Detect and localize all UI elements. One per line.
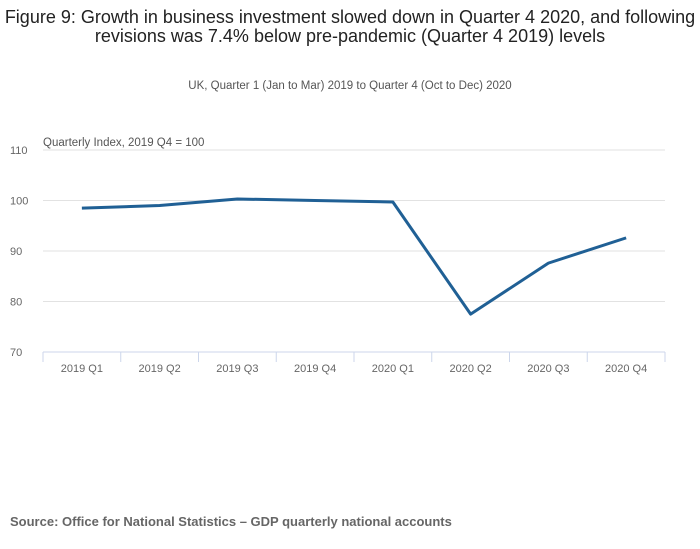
x-tick-label: 2019 Q3	[216, 363, 258, 375]
chart-subtitle: UK, Quarter 1 (Jan to Mar) 2019 to Quart…	[188, 80, 512, 92]
y-tick-label: 90	[10, 246, 22, 258]
chart-source: Source: Office for National Statistics –…	[10, 514, 452, 529]
x-tick-label: 2020 Q4	[605, 363, 647, 375]
series-line	[81, 197, 627, 316]
x-tick-label: 2020 Q2	[450, 363, 492, 375]
y-tick-label: 100	[10, 196, 28, 208]
y-axis-label: Quarterly Index, 2019 Q4 = 100	[43, 137, 204, 149]
y-tick-label: 80	[10, 297, 22, 309]
chart-title: Figure 9: Growth in business investment …	[4, 7, 696, 46]
x-tick-label: 2019 Q2	[139, 363, 181, 375]
x-tick-label: 2019 Q1	[61, 363, 103, 375]
x-tick-label: 2020 Q1	[372, 363, 414, 375]
x-tick-label: 2020 Q3	[527, 363, 569, 375]
y-tick-label: 110	[10, 145, 28, 157]
x-tick-label: 2019 Q4	[294, 363, 336, 375]
y-tick-label: 70	[10, 347, 22, 359]
